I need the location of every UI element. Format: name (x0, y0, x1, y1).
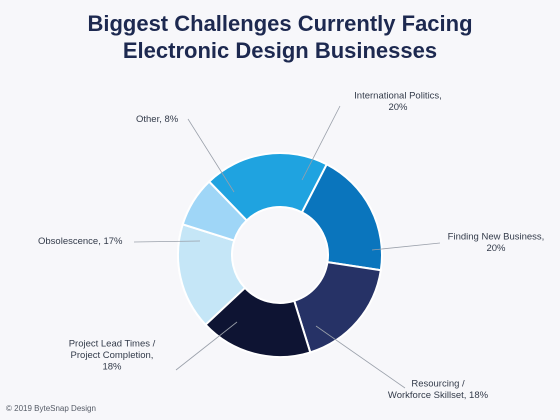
leader-line-finding-new-business (371, 242, 441, 251)
leader-line-international-politics (301, 105, 341, 181)
slice-label-other: Other, 8% (136, 114, 179, 125)
chart-title-line-1: Biggest Challenges Currently Facing (87, 11, 473, 36)
slice-label-finding-new-business: Finding New Business, 20% (448, 231, 545, 254)
chart-title-line-2: Electronic Design Businesses (122, 38, 438, 63)
leader-line-project-lead-times-project-completion (175, 321, 238, 371)
slice-label-obsolescence: Obsolescence, 17% (38, 236, 123, 247)
slice-label-project-lead-times-project-completion: Project Lead Times / Project Completion, 1… (69, 339, 156, 373)
slice-other (181, 180, 249, 242)
chart-title: Biggest Challenges Currently Facing Elec… (0, 10, 560, 64)
slice-international-politics (207, 152, 329, 222)
slice-finding-new-business (300, 163, 383, 272)
slice-resourcing-workforce-skillset (292, 261, 382, 354)
leader-line-resourcing-workforce-skillset (315, 325, 406, 389)
copyright-text: © 2019 ByteSnap Design (6, 404, 96, 413)
slice-label-international-politics: International Politics, 20% (354, 90, 442, 113)
leader-line-obsolescence (133, 240, 201, 243)
slice-label-resourcing-workforce-skillset: Resourcing / Workforce Skillset, 18% (388, 378, 489, 401)
leader-line-other (187, 118, 235, 193)
